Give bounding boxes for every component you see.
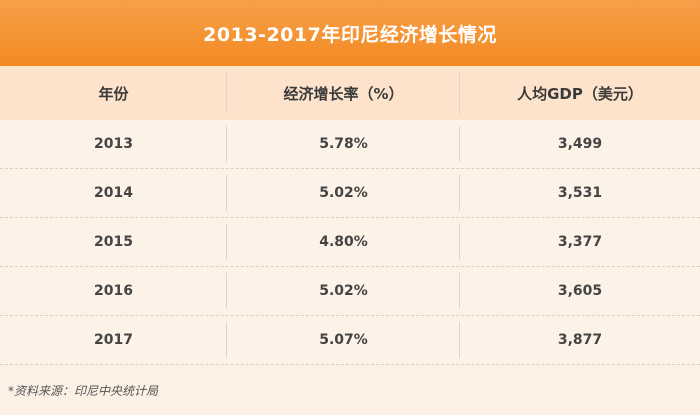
header-year: 年份 [0, 66, 227, 120]
table-title-bar: 2013-2017年印尼经济增长情况 [0, 0, 700, 66]
table-row: 2016 5.02% 3,605 [0, 267, 700, 316]
table-row: 2017 5.07% 3,877 [0, 316, 700, 365]
table-row: 2015 4.80% 3,377 [0, 218, 700, 267]
table-title: 2013-2017年印尼经济增长情况 [203, 23, 497, 46]
source-note: *资料来源：印尼中央统计局 [8, 384, 159, 398]
table-header: 年份 经济增长率（%） 人均GDP（美元） [0, 66, 700, 120]
cell-growth-rate: 5.07% [227, 316, 460, 364]
header-growth-rate: 经济增长率（%） [227, 66, 460, 120]
table-row: 2014 5.02% 3,531 [0, 169, 700, 218]
cell-growth-rate: 5.02% [227, 267, 460, 315]
header-gdp-per-capita: 人均GDP（美元） [517, 84, 643, 103]
cell-growth-rate: 5.02% [227, 169, 460, 217]
cell-growth-rate: 5.78% [227, 120, 460, 168]
cell-gdp-per-capita: 3,605 [557, 283, 603, 299]
cell-gdp-per-capita: 3,377 [557, 234, 603, 250]
table-row: 2013 5.78% 3,499 [0, 120, 700, 169]
cell-gdp-per-capita: 3,531 [557, 185, 603, 201]
cell-growth-rate: 4.80% [227, 218, 460, 266]
cell-year: 2014 [0, 169, 227, 217]
cell-year: 2017 [0, 316, 227, 364]
cell-gdp-per-capita: 3,499 [557, 136, 603, 152]
cell-year: 2013 [0, 120, 227, 168]
cell-year: 2015 [0, 218, 227, 266]
cell-year: 2016 [0, 267, 227, 315]
cell-gdp-per-capita: 3,877 [557, 332, 603, 348]
